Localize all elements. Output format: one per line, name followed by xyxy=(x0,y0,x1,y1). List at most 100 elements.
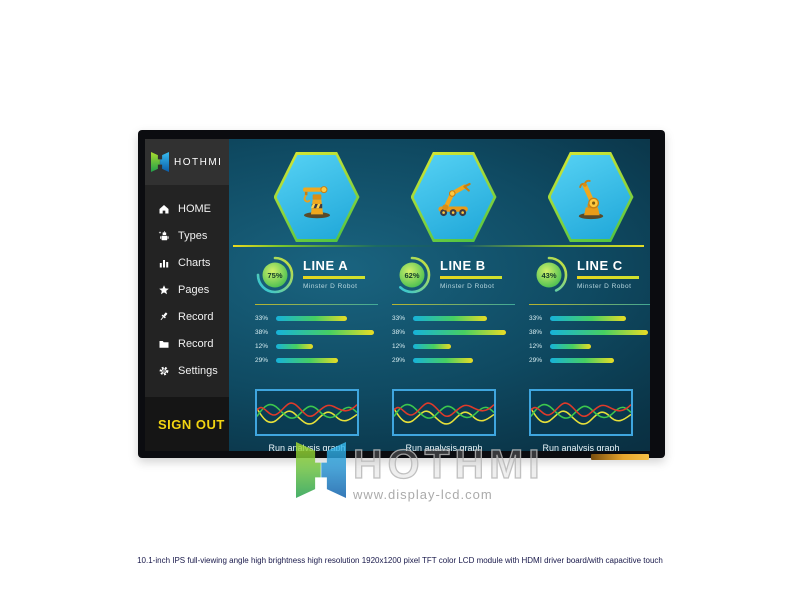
bar-chart-icon xyxy=(158,257,170,269)
robot-tile-line-c[interactable] xyxy=(547,152,634,242)
robot-tile-inner xyxy=(550,155,631,239)
analysis-graph-line-a[interactable] xyxy=(255,389,359,436)
waveform-chart xyxy=(531,402,631,425)
robot-tile-line-a[interactable] xyxy=(273,152,360,242)
title-underline xyxy=(577,276,639,279)
bar-row: 38% xyxy=(392,325,515,339)
sidebar-item-label: Record xyxy=(178,337,214,350)
run-analysis-label: Run analysis graph xyxy=(405,443,483,451)
progress-value: 75% xyxy=(267,271,282,280)
sidebar-item-settings[interactable]: Settings xyxy=(145,357,229,384)
analysis-graph-line-b[interactable] xyxy=(392,389,496,436)
bar-row: 33% xyxy=(529,311,650,325)
bar xyxy=(276,357,338,363)
panel-header: 75% LINE A Minster D Robot xyxy=(255,255,378,295)
robot-arm-hook-icon xyxy=(301,185,331,220)
bar-label: 33% xyxy=(529,314,543,322)
bar-label: 29% xyxy=(255,356,269,364)
home-icon xyxy=(158,203,170,215)
bar xyxy=(276,315,348,321)
sidebar: HOTHMI HOME Types Charts xyxy=(145,139,229,451)
bar-label: 12% xyxy=(255,342,269,350)
bar-row: 12% xyxy=(529,339,650,353)
sidebar-item-label: Pages xyxy=(178,283,210,296)
bar-row: 38% xyxy=(255,325,378,339)
run-analysis-label: Run analysis graph xyxy=(268,443,346,451)
bar xyxy=(276,343,313,349)
bar xyxy=(550,329,649,335)
line-panels: 75% LINE A Minster D Robot 33% 38% xyxy=(229,247,650,451)
sidebar-menu: HOME Types Charts Pages xyxy=(145,185,229,384)
progress-value: 62% xyxy=(404,271,419,280)
brand-name: HOTHMI xyxy=(174,156,223,168)
panel-line-a: 75% LINE A Minster D Robot 33% 38% xyxy=(255,247,378,451)
robot-tile-inner xyxy=(413,155,494,239)
sidebar-item-record-2[interactable]: Record xyxy=(145,330,229,357)
bar-label: 12% xyxy=(392,342,406,350)
dashboard: 75% LINE A Minster D Robot 33% 38% xyxy=(229,139,650,451)
bar-label: 12% xyxy=(529,342,543,350)
run-analysis-label: Run analysis graph xyxy=(542,443,620,451)
sidebar-item-label: HOME xyxy=(178,202,211,215)
bar-label: 38% xyxy=(255,328,269,336)
bar xyxy=(413,329,507,335)
star-icon xyxy=(158,284,170,296)
bar-label: 33% xyxy=(392,314,406,322)
robot-icon xyxy=(158,230,170,242)
line-subtitle: Minster D Robot xyxy=(440,282,495,290)
bar-row: 29% xyxy=(529,353,650,367)
robot-tiles-row xyxy=(229,152,650,242)
bar-row: 38% xyxy=(529,325,650,339)
lcd-module-frame: HOTHMI HOME Types Charts xyxy=(138,130,665,460)
sidebar-item-pages[interactable]: Pages xyxy=(145,276,229,303)
bar-list: 33% 38% 12% 29% xyxy=(529,311,650,367)
panel-divider xyxy=(392,304,515,305)
title-underline xyxy=(440,276,502,279)
sidebar-item-types[interactable]: Types xyxy=(145,222,229,249)
robot-crawler-icon xyxy=(428,171,480,223)
waveform-chart xyxy=(394,402,494,425)
line-subtitle: Minster D Robot xyxy=(303,282,358,290)
progress-value: 43% xyxy=(541,271,556,280)
sign-out-label: SIGN OUT xyxy=(158,416,225,432)
sidebar-item-charts[interactable]: Charts xyxy=(145,249,229,276)
line-subtitle: Minster D Robot xyxy=(577,282,632,290)
line-title: LINE A xyxy=(303,258,349,273)
bar-row: 29% xyxy=(392,353,515,367)
robot-tile-inner xyxy=(276,155,357,239)
sidebar-item-label: Charts xyxy=(178,256,211,269)
line-title: LINE C xyxy=(577,258,623,273)
bar-list: 33% 38% 12% 29% xyxy=(392,311,515,367)
bar-row: 12% xyxy=(392,339,515,353)
sidebar-item-record-1[interactable]: Record xyxy=(145,303,229,330)
bar xyxy=(413,357,474,363)
robot-tile-line-b[interactable] xyxy=(410,152,497,242)
display-screen: HOTHMI HOME Types Charts xyxy=(145,139,650,451)
progress-ring: 43% xyxy=(530,256,568,294)
pin-icon xyxy=(158,311,170,323)
gear-icon xyxy=(158,365,170,377)
bar-list: 33% 38% 12% 29% xyxy=(255,311,378,367)
watermark: HOTHMI www.display-lcd.com xyxy=(296,440,545,502)
panel-line-b: 62% LINE B Minster D Robot 33% 38% xyxy=(392,247,515,451)
sidebar-item-label: Record xyxy=(178,310,214,323)
bar-row: 33% xyxy=(392,311,515,325)
sidebar-item-home[interactable]: HOME xyxy=(145,195,229,222)
analysis-graph-line-c[interactable] xyxy=(529,389,633,436)
sidebar-item-label: Settings xyxy=(178,364,218,377)
bar-row: 12% xyxy=(255,339,378,353)
watermark-brand: HOTHMI xyxy=(352,441,545,487)
bar xyxy=(413,343,452,349)
bar xyxy=(550,343,591,349)
fpc-connector xyxy=(591,454,649,460)
robot-claw-arm-icon xyxy=(565,171,617,223)
bar-row: 29% xyxy=(255,353,378,367)
watermark-site: www.display-lcd.com xyxy=(353,487,493,502)
line-title: LINE B xyxy=(440,258,486,273)
sign-out-button[interactable]: SIGN OUT xyxy=(145,397,229,451)
section-divider xyxy=(233,245,644,247)
folder-icon xyxy=(158,338,170,350)
sidebar-item-label: Types xyxy=(178,229,208,242)
progress-ring: 75% xyxy=(256,256,294,294)
